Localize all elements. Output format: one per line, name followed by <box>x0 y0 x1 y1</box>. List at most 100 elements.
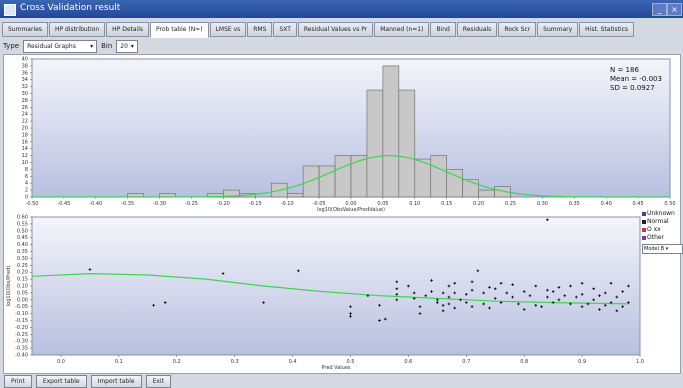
type-select[interactable]: Residual Graphs ▾ <box>23 39 98 53</box>
histogram-bar <box>286 193 304 198</box>
y-tick-label: 26 <box>22 105 28 111</box>
x-tick-label: 0.00 <box>345 201 356 207</box>
x-tick-label: 0.05 <box>377 201 388 207</box>
legend-swatch <box>642 211 646 216</box>
tab-hist-statistics[interactable]: Hist. Statistics <box>579 22 635 37</box>
tab-hp-details[interactable]: HP Details <box>106 22 150 37</box>
print-button[interactable]: Print <box>4 375 32 388</box>
tab-bind[interactable]: Bind <box>430 22 456 37</box>
exit-button[interactable]: Exit <box>145 375 171 388</box>
stat-mean: Mean = -0.003 <box>610 75 662 83</box>
scatter-point <box>453 281 457 285</box>
y-tick-label: 38 <box>22 63 28 69</box>
y-tick-label: 32 <box>22 84 28 90</box>
x-tick-label: 0.1 <box>115 359 123 365</box>
chevron-down-icon: ▾ <box>130 42 134 50</box>
scatter-point <box>557 298 561 302</box>
scatter-point <box>395 292 399 296</box>
scatter-point <box>395 280 399 284</box>
scatter-point <box>615 295 619 299</box>
scatter-point <box>378 319 381 322</box>
y-tick-label: 8 <box>25 167 28 173</box>
button-bar: Print Export table Import table Exit <box>4 375 171 388</box>
window-title: Cross Validation result <box>20 3 121 13</box>
scatter-point <box>88 268 92 271</box>
scatter-point <box>499 281 503 285</box>
tab-summary[interactable]: Summary <box>537 22 579 37</box>
scatter-point <box>598 308 601 311</box>
y-tick-label: 0.60 <box>17 215 28 221</box>
x-tick-label: 0.25 <box>505 201 516 207</box>
export-table-button[interactable]: Export table <box>35 375 87 388</box>
y-tick-label: 0.55 <box>17 221 28 227</box>
tab-residuals[interactable]: Residuals <box>456 22 498 37</box>
scatter-point <box>349 305 352 308</box>
legend-swatch <box>642 219 646 224</box>
x-tick-label: 0.40 <box>601 201 612 207</box>
histogram-bar <box>334 155 352 198</box>
scatter-point <box>609 281 613 285</box>
scatter-point <box>366 294 370 297</box>
tab-manned-n-1[interactable]: Manned (n=1) <box>374 22 430 37</box>
scatter-point <box>447 284 451 288</box>
minimize-button[interactable]: _ <box>652 3 667 16</box>
legend-item: Normal <box>642 218 683 226</box>
legend-label: O xx <box>647 226 661 233</box>
y-tick-label: 0.30 <box>17 256 28 262</box>
scatter-point <box>609 301 613 304</box>
scatter-point <box>430 279 433 282</box>
bin-select[interactable]: 20 ▾ <box>116 39 138 53</box>
x-tick-label: -0.30 <box>153 201 166 207</box>
scatter-point <box>505 291 509 295</box>
bin-select-value: 20 <box>120 42 128 50</box>
tab-summaries[interactable]: Summaries <box>2 22 48 37</box>
scatter-point <box>470 288 474 292</box>
x-tick-label: 0.30 <box>537 201 548 207</box>
y-tick-label: -0.35 <box>15 346 28 352</box>
y-tick-label: 36 <box>22 70 28 76</box>
x-tick-label: 0.10 <box>409 201 420 207</box>
title-bar: Cross Validation result _ × <box>0 0 683 18</box>
y-tick-label: 12 <box>22 153 28 159</box>
scatter-point <box>441 309 445 313</box>
import-table-button[interactable]: Import table <box>90 375 142 388</box>
y-tick-label: 0.00 <box>17 297 28 303</box>
model-select[interactable]: Model B ▾ <box>642 244 683 254</box>
tab-hp-distribution[interactable]: HP distribution <box>48 22 106 37</box>
tab-residual-values-vs-pr[interactable]: Residual Values vs Pr <box>297 22 374 37</box>
legend-item: Other <box>642 234 683 242</box>
scatter-point <box>464 292 468 296</box>
tab-lmse-vs[interactable]: LMSE vs <box>209 22 247 37</box>
scatter-point <box>522 290 526 293</box>
x-tick-label: -0.50 <box>26 201 39 207</box>
close-button[interactable]: × <box>667 3 682 16</box>
tab-prob-table-n[interactable]: Prob table (N=) <box>150 22 209 38</box>
scatter-point <box>470 305 474 308</box>
y-tick-label: 24 <box>22 112 28 118</box>
x-tick-label: 0.5 <box>346 359 354 365</box>
x-tick-label: 0.3 <box>231 359 239 365</box>
scatter-point <box>580 292 584 296</box>
x-tick-label: 0.50 <box>664 201 675 207</box>
legend-item: O xx <box>642 226 683 234</box>
scatter-point <box>378 304 381 307</box>
y-tick-label: -0.15 <box>15 318 28 324</box>
scatter-plot-area <box>31 216 641 356</box>
y-tick-label: -0.40 <box>15 353 28 359</box>
tab-bar: Summaries HP distribution HP Details Prob t… <box>2 22 635 38</box>
scatter-point <box>152 304 155 307</box>
histogram-chart: 0246810121416182022242628303234363840-0.… <box>22 57 676 214</box>
scatter-point <box>551 290 555 293</box>
y-tick-label: 0.15 <box>17 277 28 283</box>
fit-curve <box>31 272 629 305</box>
scatter-point <box>534 284 538 288</box>
y-tick-label: -0.10 <box>15 311 28 317</box>
scatter-point <box>395 287 399 291</box>
tab-rock-scr[interactable]: Rock Scr <box>498 22 537 37</box>
tab-sxt[interactable]: SXT <box>273 22 297 37</box>
scatter-point <box>395 298 399 302</box>
scatter-point <box>221 272 225 275</box>
app-icon <box>4 4 16 16</box>
tab-rms[interactable]: RMS <box>247 22 273 37</box>
y-tick-label: 18 <box>22 132 28 138</box>
